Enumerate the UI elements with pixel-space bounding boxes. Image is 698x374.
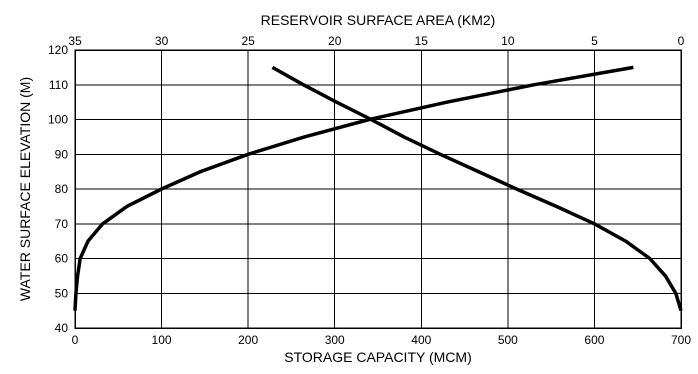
plot-frame: [74, 49, 682, 329]
top-x-tick-label: 15: [415, 34, 429, 48]
surface-area-curve: [271, 65, 683, 312]
top-x-tick-label: 25: [241, 34, 255, 48]
y-tick-label: 60: [55, 252, 69, 266]
bottom-x-tick-label: 100: [152, 333, 172, 347]
y-tick-label: 100: [48, 113, 68, 127]
bottom-x-axis-title: STORAGE CAPACITY (MCM): [284, 349, 471, 365]
y-tick-label: 120: [48, 43, 68, 57]
bottom-x-tick-label: 0: [72, 333, 79, 347]
bottom-x-tick-labels: 0 100 200 300 400 500 600 700: [72, 333, 692, 347]
top-x-tick-label: 30: [155, 34, 169, 48]
y-tick-labels: 40 50 60 70 80 90 100 110 120: [48, 43, 68, 335]
grid-lines: [74, 49, 682, 329]
storage-capacity-curve: [73, 65, 634, 311]
bottom-x-tick-label: 200: [238, 333, 258, 347]
top-x-tick-label: 10: [501, 34, 515, 48]
y-tick-label: 110: [49, 78, 68, 92]
bottom-x-tick-label: 300: [325, 333, 345, 347]
y-tick-label: 50: [55, 286, 69, 300]
y-tick-label: 90: [55, 147, 69, 161]
bottom-x-tick-label: 700: [671, 333, 691, 347]
bottom-x-tick-label: 400: [411, 333, 431, 347]
bottom-x-tick-label: 500: [498, 333, 518, 347]
curves: [73, 65, 683, 312]
top-x-tick-label: 5: [591, 34, 598, 48]
top-x-tick-label: 35: [68, 34, 82, 48]
y-tick-label: 40: [55, 321, 69, 335]
top-x-tick-labels: 35 30 25 20 15 10 5 0: [68, 34, 684, 48]
top-x-tick-label: 20: [328, 34, 342, 48]
top-x-axis-title: RESERVOIR SURFACE AREA (KM2): [261, 12, 496, 28]
bottom-x-tick-label: 600: [584, 333, 604, 347]
y-tick-label: 80: [55, 182, 69, 196]
y-axis-title: WATER SURFACE ELEVATION (M): [17, 77, 33, 301]
y-tick-label: 70: [55, 217, 69, 231]
top-x-tick-label: 0: [678, 34, 685, 48]
